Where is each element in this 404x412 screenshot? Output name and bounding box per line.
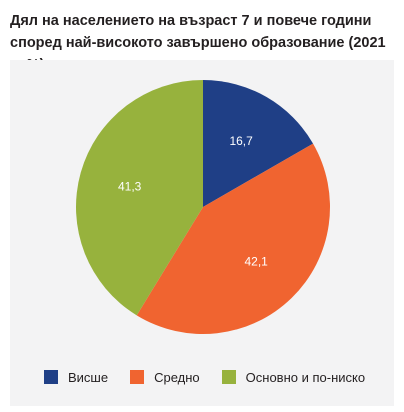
slice-label-vishe: 16,7: [229, 134, 253, 148]
legend-item-sredno: Средно: [130, 370, 200, 385]
chart-title-line-1: Дял на населението на възраст 7 и повече…: [10, 13, 372, 29]
legend-item-osnovno: Основно и по-ниско: [221, 369, 366, 385]
legend-swatch-osnovno: [221, 370, 236, 384]
slice-label-sredno: 42,1: [244, 255, 268, 269]
pie-slice-vishe: [203, 80, 314, 207]
legend: Висше Средно Основно и по-ниско: [44, 368, 387, 386]
legend-item-vishe: Висше: [44, 370, 108, 385]
slice-label-osnovno: 41,3: [118, 179, 142, 193]
pie-slice-osnovno: [76, 79, 203, 316]
pie-slice-sredno: [136, 143, 330, 334]
legend-label-osnovno: Основно и по-ниско: [245, 369, 366, 385]
legend-swatch-vishe: [44, 370, 58, 384]
legend-label-vishe: Висше: [68, 369, 109, 385]
chart-panel: 16,7 42,1 41,3 Висше Средно Основно и по-н…: [10, 60, 394, 406]
legend-swatch-sredno: [130, 370, 145, 384]
pie-chart: 16,7 42,1 41,3: [76, 79, 330, 334]
legend-label-sredno: Средно: [154, 369, 200, 385]
